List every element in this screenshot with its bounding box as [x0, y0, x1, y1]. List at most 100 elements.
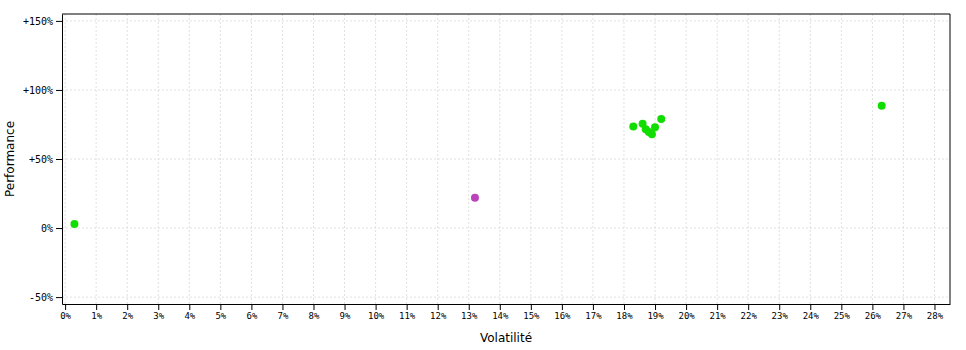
grid-line	[344, 14, 345, 304]
x-tick-label: 28%	[927, 311, 944, 321]
x-tick-mark	[531, 304, 532, 310]
point	[878, 102, 886, 110]
grid-line	[189, 14, 190, 304]
x-tick: 23%	[772, 304, 789, 321]
x-tick-mark	[717, 304, 718, 310]
y-tick-label: +100%	[23, 85, 53, 96]
x-tick-mark	[220, 304, 221, 310]
x-tick-label: 25%	[834, 311, 851, 321]
x-tick: 17%	[585, 304, 602, 321]
x-tick-label: 3%	[153, 311, 164, 321]
x-tick: 28%	[927, 304, 944, 321]
x-tick: 24%	[803, 304, 820, 321]
frame	[62, 14, 950, 15]
y-axis: -50%0%+50%+100%+150%	[23, 15, 63, 305]
x-tick-mark	[655, 304, 656, 310]
x-tick-label: 8%	[309, 311, 320, 321]
x-tick-mark	[624, 304, 625, 310]
grid-line	[62, 297, 950, 298]
x-tick-mark	[903, 304, 904, 310]
grid-line	[62, 159, 950, 160]
point	[70, 220, 78, 228]
x-tick-mark	[96, 304, 97, 310]
y-tick: +100%	[23, 85, 62, 96]
x-tick: 27%	[896, 304, 913, 321]
x-tick: 14%	[492, 304, 509, 321]
x-tick-label: 24%	[803, 311, 820, 321]
x-tick-label: 12%	[430, 311, 447, 321]
x-tick-label: 1%	[91, 311, 102, 321]
point	[651, 123, 659, 131]
chart: 0%1%2%3%4%5%6%7%8%9%10%11%12%13%14%15%16…	[0, 0, 966, 350]
x-tick-label: 13%	[461, 311, 478, 321]
x-tick-label: 5%	[215, 311, 226, 321]
x-tick-label: 6%	[246, 311, 257, 321]
grid-line	[872, 14, 873, 304]
grid-line	[62, 228, 950, 229]
x-tick-label: 0%	[60, 311, 71, 321]
x-tick-mark	[189, 304, 190, 310]
grid	[62, 14, 950, 304]
point	[471, 194, 479, 202]
y-tick: 0%	[41, 223, 62, 234]
x-tick-label: 15%	[523, 311, 540, 321]
y-tick-mark	[56, 228, 62, 229]
x-tick: 3%	[153, 304, 164, 321]
x-tick-mark	[841, 304, 842, 310]
grid-line	[841, 14, 842, 304]
x-tick-label: 7%	[278, 311, 289, 321]
x-tick-mark	[158, 304, 159, 310]
x-tick-label: 27%	[896, 311, 913, 321]
x-tick: 13%	[461, 304, 478, 321]
y-tick: -50%	[29, 292, 62, 303]
x-tick-mark	[282, 304, 283, 310]
y-tick-label: -50%	[29, 292, 53, 303]
x-tick-mark	[500, 304, 501, 310]
y-tick-mark	[56, 21, 62, 22]
y-tick-label: 0%	[41, 223, 53, 234]
y-tick-mark	[56, 297, 62, 298]
x-tick: 26%	[865, 304, 882, 321]
x-tick-label: 18%	[616, 311, 633, 321]
x-tick: 9%	[340, 304, 351, 321]
grid-line	[592, 14, 593, 304]
x-tick-label: 9%	[340, 311, 351, 321]
x-tick-label: 22%	[741, 311, 758, 321]
x-tick: 25%	[834, 304, 851, 321]
x-tick-label: 14%	[492, 311, 509, 321]
x-tick-mark	[593, 304, 594, 310]
x-tick-mark	[779, 304, 780, 310]
series	[629, 102, 885, 138]
x-tick-mark	[934, 304, 935, 310]
x-tick-mark	[469, 304, 470, 310]
plot: 0%1%2%3%4%5%6%7%8%9%10%11%12%13%14%15%16…	[23, 14, 951, 321]
x-tick: 12%	[430, 304, 447, 321]
x-tick-label: 26%	[865, 311, 882, 321]
x-tick-mark	[686, 304, 687, 310]
x-tick: 10%	[368, 304, 385, 321]
point	[657, 115, 665, 123]
x-tick: 7%	[278, 304, 289, 321]
x-tick: 22%	[741, 304, 758, 321]
x-tick-label: 20%	[678, 311, 695, 321]
x-tick: 21%	[710, 304, 727, 321]
x-tick-mark	[345, 304, 346, 310]
x-tick: 2%	[122, 304, 133, 321]
x-tick: 5%	[215, 304, 226, 321]
x-tick-label: 21%	[710, 311, 727, 321]
x-tick-mark	[251, 304, 252, 310]
y-tick-mark	[56, 90, 62, 91]
grid-line	[62, 20, 950, 21]
x-tick: 20%	[678, 304, 695, 321]
series	[471, 194, 479, 202]
x-tick-label: 17%	[585, 311, 602, 321]
x-tick-mark	[313, 304, 314, 310]
x-tick: 8%	[309, 304, 320, 321]
y-tick: +150%	[23, 16, 62, 27]
y-axis-title: Performance	[3, 121, 17, 197]
x-tick-mark	[872, 304, 873, 310]
x-tick: 11%	[399, 304, 416, 321]
x-tick: 16%	[554, 304, 571, 321]
point	[648, 130, 656, 138]
x-tick-mark	[748, 304, 749, 310]
